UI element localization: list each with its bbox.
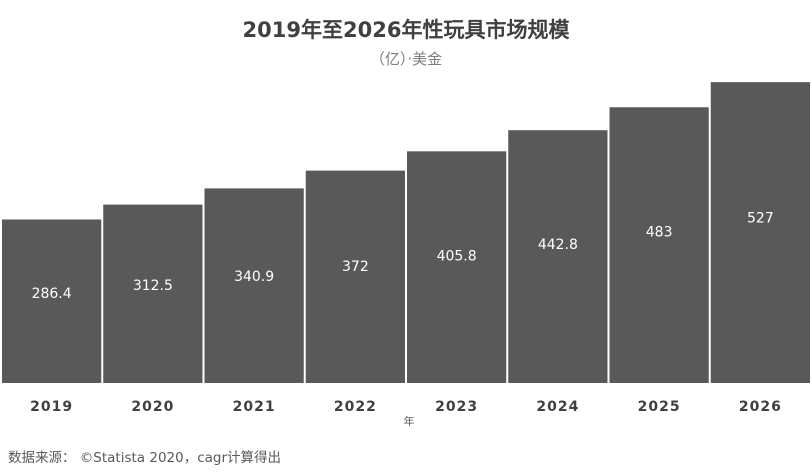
x-axis-title: 年 [404, 414, 415, 428]
x-tick-label: 2022 [334, 399, 377, 415]
x-tick-label: 2025 [638, 399, 681, 415]
x-tick-label: 2026 [739, 399, 782, 415]
bar-value-label: 405.8 [437, 249, 477, 265]
bar-2019 [2, 219, 102, 383]
x-tick-label: 2020 [131, 399, 174, 415]
source-note: 数据来源： ©Statista 2020，cagr计算得出 [8, 450, 282, 466]
bar-value-label: 372 [342, 259, 369, 275]
x-tick-label: 2023 [435, 399, 478, 415]
bar-2023 [407, 151, 507, 383]
bar-2020 [103, 204, 203, 383]
bars-group [2, 82, 810, 383]
bar-2026 [710, 82, 810, 383]
chart-title: 2019年至2026年性玩具市场规模 [242, 18, 570, 42]
x-tick-label: 2021 [233, 399, 276, 415]
bar-2024 [508, 130, 608, 383]
bar-value-label: 312.5 [133, 278, 173, 294]
bar-value-label: 286.4 [32, 286, 72, 302]
bar-labels-group: 286.4 312.5 340.9 372 405.8 442.8 483 527 [32, 211, 774, 303]
bar-2025 [609, 107, 709, 383]
bar-value-label: 527 [747, 211, 774, 227]
x-tick-label: 2019 [30, 399, 73, 415]
x-tick-label: 2024 [536, 399, 579, 415]
chart-subtitle: （亿）·美金 [369, 50, 443, 68]
bar-value-label: 442.8 [538, 237, 578, 253]
bar-value-label: 483 [646, 224, 673, 240]
bar-2021 [204, 188, 304, 383]
bar-value-label: 340.9 [234, 269, 274, 285]
x-tick-labels-group: 2019 2020 2021 2022 2023 2024 2025 2026 [30, 399, 782, 415]
bar-2022 [305, 170, 405, 383]
